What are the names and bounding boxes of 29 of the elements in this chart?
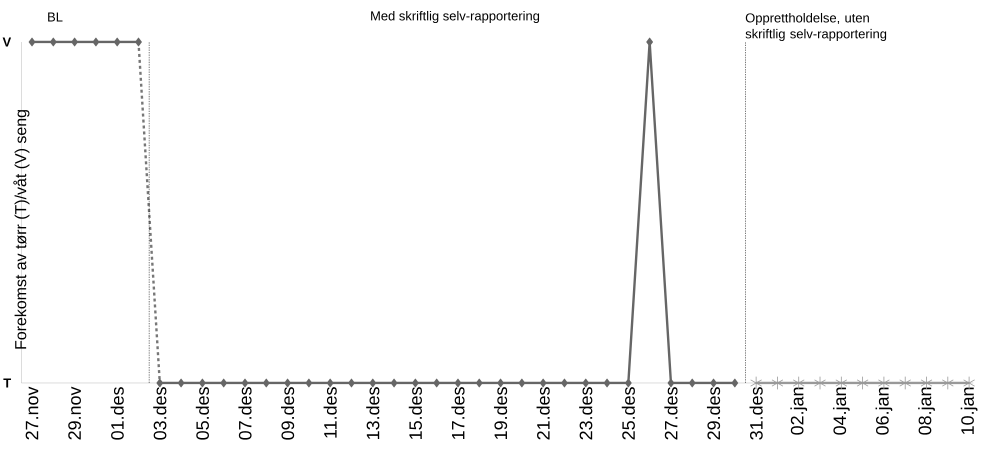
y-axis-title: Forekomst av tørr (T)/våt (V) seng — [13, 110, 30, 349]
x-tick-label: 11.des — [324, 387, 337, 438]
x-tick-label: 07.des — [238, 387, 252, 440]
text: T — [3, 378, 12, 388]
text: BL — [48, 12, 63, 22]
x-tick-label: 09.des — [280, 387, 294, 440]
x-tick-label: 02.jan — [790, 388, 808, 435]
x-tick-label: 10.jan — [960, 388, 978, 434]
x-tick-label: 25.des — [622, 387, 635, 440]
x-tick-label: 04.jan — [832, 388, 850, 435]
x-tick-label: 31.des — [750, 387, 763, 440]
x-tick-label: 01.des — [110, 387, 124, 440]
x-tick-label: 17.des — [451, 387, 465, 439]
x-tick-label: 08.jan — [918, 388, 935, 435]
x-tick-label: 05.des — [196, 387, 209, 440]
x-tick-label: 06.jan — [876, 388, 892, 435]
x-tick-label: 19.des — [494, 387, 508, 439]
x-tick-label: 03.des — [153, 387, 166, 440]
text: Opprettholdelse, uten skriftlig selv-rapportering — [746, 12, 886, 41]
text: V — [2, 38, 12, 46]
x-tick-label: 13.des — [366, 387, 380, 439]
x-tick-label: 21.des — [536, 387, 550, 440]
x-tick-label: 23.des — [579, 387, 592, 440]
x-tick-label: 27.des — [664, 387, 678, 440]
x-tick-label: 27.nov — [26, 386, 38, 440]
text: Med skriftlig selv-rapportering — [371, 10, 540, 24]
x-tick-label: 29.nov — [68, 386, 81, 440]
x-tick-label: 29.des — [706, 387, 720, 440]
x-tick-label: 15.des — [408, 387, 422, 439]
